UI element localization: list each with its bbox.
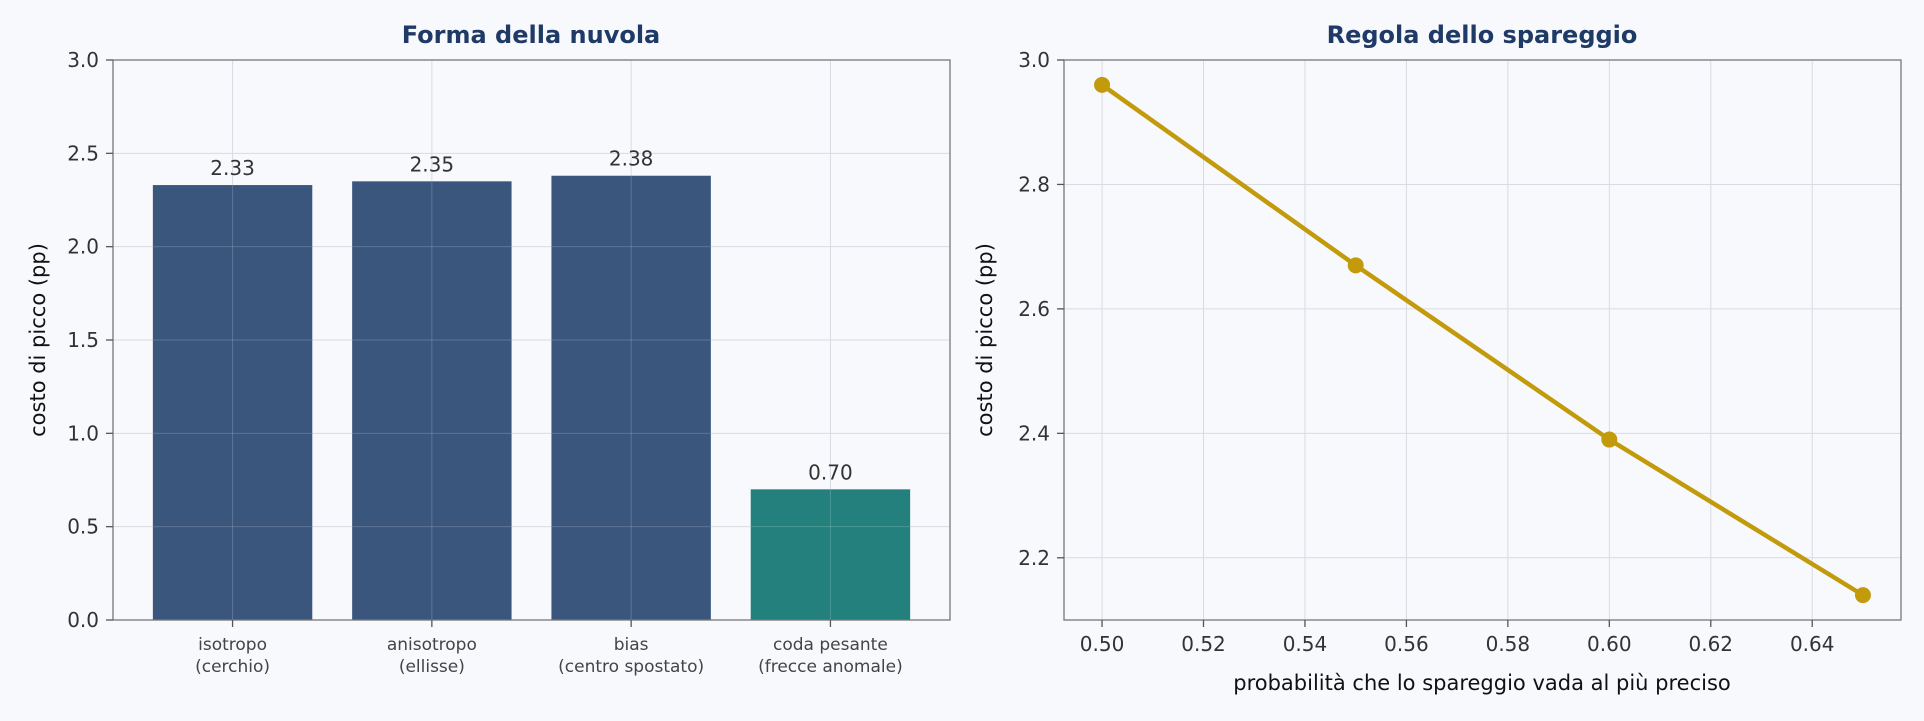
series-line: [1100, 83, 1865, 598]
bar: [551, 175, 711, 620]
bar-y-tick-label: 0.5: [67, 515, 99, 539]
line-x-tick-label: 0.56: [1384, 632, 1429, 656]
bar-y-tick-label: 1.0: [67, 421, 99, 445]
line-y-tick-label: 2.6: [1018, 297, 1050, 321]
line-chart-x-axis-label: probabilità che lo spareggio vada al più…: [1233, 671, 1731, 695]
bar-y-tick-label: 0.0: [67, 608, 99, 632]
bar-chart-axes: 0.0 0.5 1.0 1.5 2.0 2.5 3.0 isotropo(cerchio) an…: [67, 48, 903, 677]
bar-data-label: 2.35: [410, 152, 455, 176]
line-chart-panel: Regola dello spareggio 0.50 0.52 0.54 0.56 0…: [973, 21, 1902, 695]
bar-category-label: (cerchio): [195, 657, 270, 677]
bar: [152, 185, 313, 621]
line-x-tick-label: 0.50: [1080, 632, 1125, 656]
line-chart-grid: [1064, 59, 1901, 620]
bar-category-label: (frecce anomale): [758, 657, 903, 677]
line-x-tick-label: 0.54: [1283, 632, 1328, 656]
line-x-tick-label: 0.52: [1181, 632, 1226, 656]
bar-category-label: (ellisse): [399, 657, 465, 677]
data-point: [1601, 431, 1618, 448]
bar-y-tick-label: 2.0: [67, 235, 99, 259]
line-y-tick-label: 2.2: [1018, 546, 1050, 570]
bar: [352, 181, 512, 621]
bar-chart-panel: Forma della nuvola 2.33 2.35 2.380.70 0.00…: [26, 21, 951, 677]
data-point: [1094, 76, 1111, 93]
line-x-tick-label: 0.64: [1790, 632, 1835, 656]
bar-y-tick-label: 3.0: [67, 48, 99, 72]
bar-y-tick-label: 2.5: [67, 141, 99, 165]
line-y-tick-label: 3.0: [1018, 48, 1050, 72]
bar-data-label: 2.38: [609, 147, 654, 171]
data-point: [1854, 587, 1871, 604]
bar-chart-bars: 2.33 2.35 2.38 0.70: [152, 147, 911, 621]
line-x-tick-label: 0.62: [1689, 632, 1734, 656]
bar-category-label: isotropo: [198, 635, 267, 655]
bar-category-label: (centro spostato): [558, 657, 704, 677]
bar-data-label: 2.33: [210, 156, 255, 180]
bar: [750, 489, 911, 620]
line-y-tick-label: 2.4: [1018, 421, 1050, 445]
line-chart-axes: 0.50 0.52 0.54 0.56 0.58 0.60 0.62 0.64 2.2 2.4 2.…: [1018, 48, 1834, 656]
line-chart-y-axis-label: costo di picco (pp): [973, 243, 997, 437]
line-y-tick-label: 2.8: [1018, 172, 1050, 196]
bar-category-label: bias: [614, 635, 649, 655]
line-chart-series: [1094, 76, 1871, 604]
line-x-tick-label: 0.58: [1486, 632, 1531, 656]
bar-y-tick-label: 1.5: [67, 328, 99, 352]
bar-category-label: coda pesante: [773, 635, 888, 655]
bar-chart-title: Forma della nuvola: [402, 21, 661, 49]
data-point: [1347, 257, 1364, 274]
line-x-tick-label: 0.60: [1587, 632, 1632, 656]
bar-chart-y-axis-label: costo di picco (pp): [26, 243, 50, 437]
bar-category-label: anisotropo: [387, 635, 477, 655]
bar-data-label: 0.70: [808, 460, 853, 484]
line-chart-frame: [1063, 59, 1902, 621]
line-chart-title: Regola dello spareggio: [1327, 21, 1638, 49]
